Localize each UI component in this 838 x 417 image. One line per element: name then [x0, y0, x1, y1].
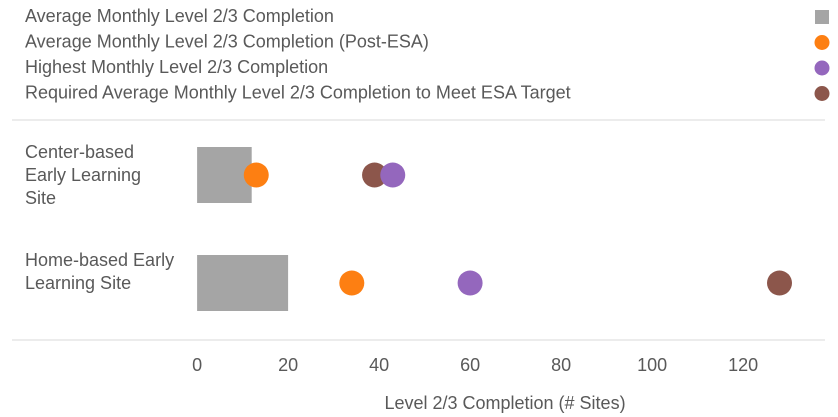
x-tick-label: 20 [278, 355, 298, 375]
x-tick-label: 100 [637, 355, 667, 375]
dot [457, 270, 483, 296]
bar [197, 147, 252, 203]
legend-label: Average Monthly Level 2/3 Completion [25, 6, 334, 26]
x-tick-label: 40 [369, 355, 389, 375]
x-tick-label: 60 [460, 355, 480, 375]
dot [243, 162, 269, 188]
legend-marker [814, 86, 830, 101]
legend-label: Highest Monthly Level 2/3 Completion [25, 57, 328, 77]
dot [767, 270, 792, 296]
x-tick-label: 120 [728, 355, 758, 375]
dot [362, 162, 388, 188]
legend-label: Average Monthly Level 2/3 Completion (Po… [25, 31, 429, 51]
x-tick-label: 80 [551, 355, 571, 375]
legend-marker [814, 35, 830, 50]
category-label: Home-based Early Learning Site [25, 249, 175, 293]
legend-marker [815, 10, 829, 24]
x-tick-label: 0 [192, 355, 202, 375]
bar [197, 255, 289, 311]
legend-marker [814, 60, 830, 76]
legend-label: Required Average Monthly Level 2/3 Compl… [25, 82, 571, 102]
x-axis-title: Level 2/3 Completion (# Sites) [384, 393, 625, 413]
category-label: Center-based Early Learning Site [25, 141, 142, 208]
dot [339, 270, 365, 296]
dot [380, 162, 406, 188]
